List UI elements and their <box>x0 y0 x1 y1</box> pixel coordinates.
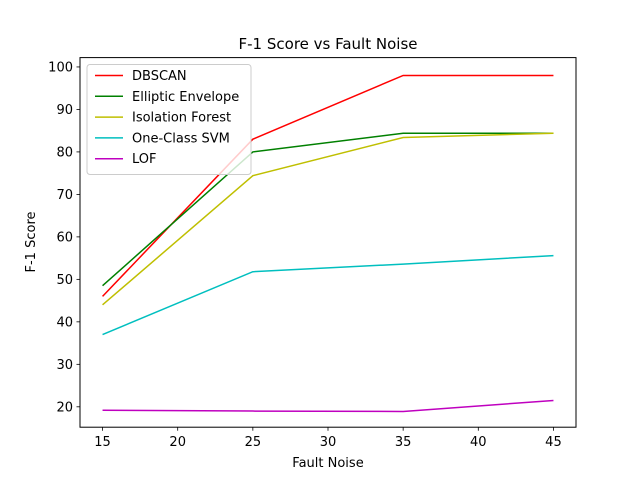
y-tick-label: 40 <box>56 315 73 330</box>
legend: DBSCAN Elliptic Envelope Isolation Forest O… <box>86 64 252 175</box>
x-axis-label: Fault Noise <box>292 456 363 471</box>
y-axis-label: F-1 Score <box>24 212 39 273</box>
y-tick-label: 30 <box>56 358 73 373</box>
legend-label: One-Class SVM <box>132 131 230 146</box>
y-tick-label: 100 <box>48 60 73 75</box>
x-tick-label: 20 <box>169 435 186 450</box>
y-tick-label: 50 <box>56 273 73 288</box>
legend-label: DBSCAN <box>132 69 187 84</box>
y-tick-label: 90 <box>56 103 73 118</box>
legend-label: LOF <box>132 152 157 167</box>
plot-lines <box>102 74 554 413</box>
x-tick-label: 15 <box>94 435 111 450</box>
x-tick-label: 25 <box>245 435 262 450</box>
x-axis: 15 20 25 30 35 40 45 <box>94 427 562 450</box>
x-tick-label: 35 <box>395 435 412 450</box>
y-tick-label: 80 <box>56 145 73 160</box>
series-line-1 <box>102 132 554 287</box>
series-line-0 <box>102 74 554 297</box>
x-tick-label: 30 <box>320 435 337 450</box>
y-tick-label: 60 <box>56 230 73 245</box>
y-axis: 20 30 40 50 60 70 80 90 100 <box>48 60 80 415</box>
y-tick-label: 20 <box>56 400 73 415</box>
chart-title: F-1 Score vs Fault Noise <box>239 35 418 53</box>
legend-box <box>86 64 252 175</box>
legend-label: Isolation Forest <box>132 111 231 126</box>
legend-label: Elliptic Envelope <box>132 90 239 105</box>
series-line-3 <box>102 254 554 336</box>
x-tick-label: 45 <box>545 435 562 450</box>
series-line-2 <box>102 132 554 306</box>
x-tick-label: 40 <box>470 435 487 450</box>
series-line-4 <box>102 399 554 413</box>
y-tick-label: 70 <box>56 188 73 203</box>
